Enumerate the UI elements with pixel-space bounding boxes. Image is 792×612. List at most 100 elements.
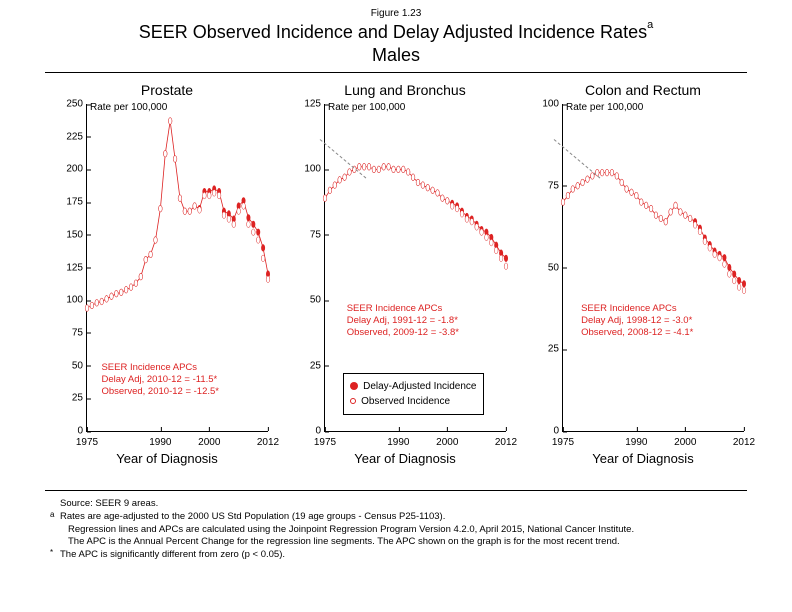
observed-point (372, 166, 376, 173)
rule-top (45, 72, 747, 73)
observed-point (742, 287, 746, 294)
delay-adj-point (742, 280, 746, 287)
observed-point (436, 190, 440, 197)
legend-marker-filled-icon (350, 382, 358, 390)
x-tick: 2012 (495, 431, 517, 448)
observed-point (708, 245, 712, 252)
observed-point (581, 179, 585, 186)
x-axis-label: Year of Diagnosis (58, 451, 276, 466)
observed-point (237, 208, 241, 215)
y-tick: 125 (304, 99, 325, 110)
observed-point (411, 174, 415, 181)
observed-point (625, 186, 629, 193)
y-tick: 25 (310, 360, 325, 371)
observed-point (688, 215, 692, 222)
delay-adj-line (563, 173, 744, 284)
x-tick: 2012 (257, 431, 279, 448)
observed-point (163, 150, 167, 157)
footnote-a1-text: Rates are age-adjusted to the 2000 US St… (60, 511, 445, 522)
footnotes: Source: SEER 9 areas. aRates are age-adj… (50, 498, 747, 562)
observed-point (333, 182, 337, 189)
x-tick: 2000 (674, 431, 696, 448)
delay-adj-point (256, 229, 260, 236)
figure-number: Figure 1.23 (0, 8, 792, 19)
observed-point (377, 166, 381, 173)
observed-point (431, 187, 435, 194)
observed-point (480, 229, 484, 236)
observed-point (387, 164, 391, 171)
observed-point (178, 195, 182, 202)
observed-point (382, 164, 386, 171)
observed-point (494, 247, 498, 254)
delay-adj-point (737, 277, 741, 284)
observed-point (475, 224, 479, 231)
observed-point (460, 211, 464, 218)
observed-point (576, 182, 580, 189)
y-tick: 125 (66, 262, 87, 273)
observed-point (90, 302, 94, 309)
footnote-a1: aRates are age-adjusted to the 2000 US S… (50, 511, 747, 524)
observed-point (693, 222, 697, 229)
delay-adj-point (251, 221, 255, 228)
observed-point (669, 209, 673, 216)
observed-point (85, 305, 89, 312)
delay-adj-point (246, 214, 250, 221)
observed-point (615, 173, 619, 180)
apc-annotation: SEER Incidence APCsDelay Adj, 1991-12 = … (347, 303, 459, 339)
observed-point (159, 205, 163, 212)
footnote-star-text: The APC is significantly different from … (60, 549, 285, 560)
observed-point (129, 284, 133, 291)
observed-point (654, 212, 658, 219)
observed-point (499, 255, 503, 262)
observed-point (455, 205, 459, 212)
observed-point (649, 205, 653, 212)
plot-area: 02550751001975199020002012SEER Incidence… (562, 104, 744, 432)
observed-point (198, 207, 202, 214)
y-tick: 200 (66, 164, 87, 175)
observed-point (188, 208, 192, 215)
y-tick: 150 (66, 229, 87, 240)
observed-point (504, 263, 508, 270)
observed-point (586, 176, 590, 183)
observed-point (698, 228, 702, 235)
observed-point (247, 221, 251, 228)
observed-point (571, 186, 575, 193)
panels-container: ProstateRate per 100,0000255075100125150… (58, 82, 752, 472)
x-tick: 1975 (76, 431, 98, 448)
observed-point (105, 296, 109, 303)
legend-text: Delay-Adjusted Incidence (363, 381, 476, 392)
plot-area: 0255075100125150175200225250197519902000… (86, 104, 268, 432)
title-line2: Males (0, 45, 792, 66)
observed-point (100, 298, 104, 305)
observed-point (397, 166, 401, 173)
observed-point (664, 218, 668, 225)
observed-point (465, 216, 469, 223)
observed-point (610, 169, 614, 176)
observed-point (674, 202, 678, 209)
observed-point (144, 256, 148, 263)
y-tick: 75 (72, 327, 87, 338)
legend: Delay-Adjusted Incidence Observed Inciden… (343, 373, 483, 415)
observed-point (149, 251, 153, 258)
delay-adj-point (722, 254, 726, 261)
x-tick: 1975 (552, 431, 574, 448)
y-tick: 100 (66, 295, 87, 306)
title-line1: SEER Observed Incidence and Delay Adjust… (139, 22, 647, 42)
x-tick: 1990 (149, 431, 171, 448)
observed-point (713, 251, 717, 258)
series-svg (563, 104, 744, 431)
observed-point (95, 300, 99, 307)
x-tick: 1990 (387, 431, 409, 448)
delay-adj-line (325, 167, 506, 259)
observed-point (256, 237, 260, 244)
y-tick: 75 (548, 180, 563, 191)
observed-point (173, 156, 177, 163)
legend-row: Observed Incidence (350, 394, 476, 409)
observed-point (732, 277, 736, 284)
observed-point (470, 218, 474, 225)
observed-point (737, 284, 741, 291)
observed-point (338, 177, 342, 184)
observed-point (212, 190, 216, 197)
observed-point (644, 202, 648, 209)
observed-point (367, 164, 371, 171)
